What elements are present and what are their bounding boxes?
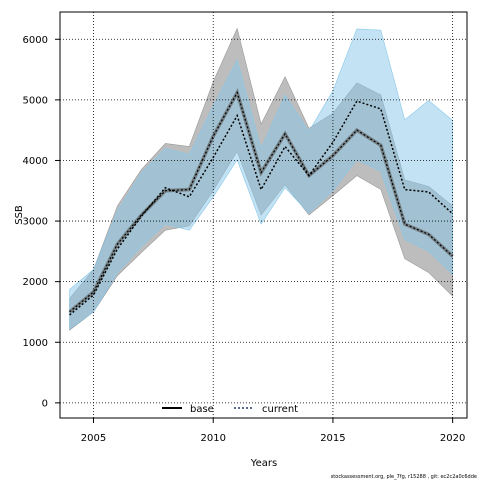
plot-frame bbox=[59, 11, 468, 419]
y-tick-label: 3000 bbox=[23, 217, 48, 228]
confidence-bands bbox=[69, 27, 453, 331]
y-tick-label: 5000 bbox=[23, 95, 48, 106]
x-tick-label: 2005 bbox=[81, 433, 106, 444]
y-tick-label: 0 bbox=[42, 398, 48, 409]
footer-credit: stockassessment.org, ple_7fg, r15288 , g… bbox=[331, 474, 477, 480]
x-axis-title: Years bbox=[250, 458, 277, 469]
axes: 2005 2010 2015 2020 0 1000 2000 3000 4000 5000 600… bbox=[23, 35, 466, 444]
x-tick-label: 2015 bbox=[320, 433, 345, 444]
legend-label-current: current bbox=[262, 404, 298, 415]
y-tick-label: 6000 bbox=[23, 35, 48, 46]
line-base bbox=[69, 91, 454, 313]
grid-lines bbox=[60, 12, 467, 418]
y-axis-title: SSB bbox=[14, 205, 25, 225]
legend-label-base: base bbox=[190, 404, 214, 415]
series-lines bbox=[68, 88, 454, 316]
band-current bbox=[69, 28, 453, 330]
y-tick-label: 4000 bbox=[23, 156, 48, 167]
y-tick-label: 1000 bbox=[23, 338, 48, 349]
x-tick-label: 2010 bbox=[200, 433, 225, 444]
x-tick-label: 2020 bbox=[440, 433, 465, 444]
legend: base current bbox=[162, 404, 298, 415]
y-tick-label: 2000 bbox=[23, 277, 48, 288]
